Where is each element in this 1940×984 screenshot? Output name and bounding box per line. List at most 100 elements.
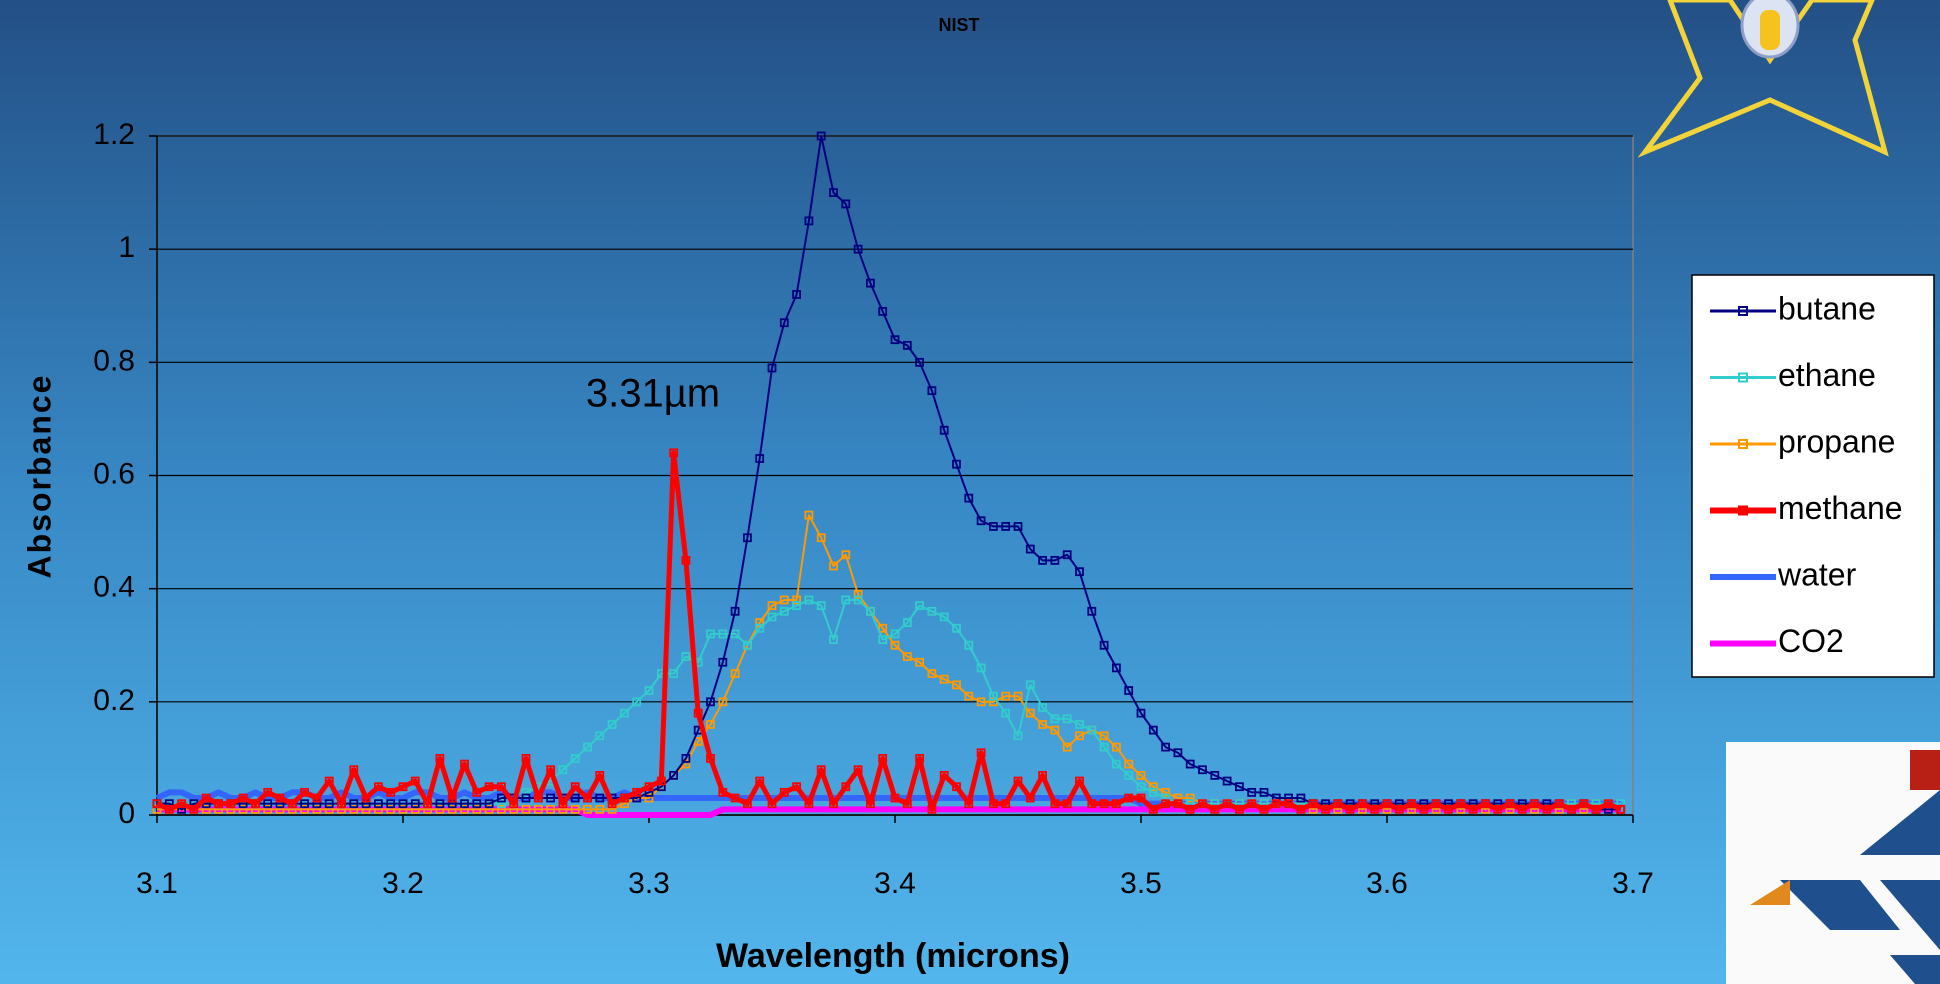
marker — [386, 787, 396, 797]
marker — [312, 804, 322, 814]
marker — [1567, 804, 1576, 814]
marker — [804, 799, 814, 809]
marker — [1148, 782, 1158, 792]
marker — [755, 776, 765, 786]
marker — [152, 799, 162, 809]
x-tick-label: 3.5 — [1120, 867, 1162, 900]
marker — [730, 669, 740, 678]
marker — [952, 459, 961, 469]
y-tick-label: 0 — [118, 797, 135, 830]
marker — [1235, 782, 1244, 792]
marker — [706, 629, 715, 639]
marker — [878, 635, 888, 644]
marker — [1431, 799, 1441, 809]
marker — [693, 737, 703, 746]
marker — [1136, 782, 1146, 792]
chart-title: NIST — [938, 15, 979, 35]
marker — [263, 799, 273, 809]
y-tick-label: 0.4 — [93, 571, 135, 604]
marker — [410, 799, 420, 809]
marker — [1444, 804, 1453, 814]
marker — [1284, 799, 1293, 809]
marker — [595, 731, 605, 741]
marker — [1222, 776, 1232, 786]
marker — [1505, 799, 1515, 809]
marker — [1001, 708, 1011, 718]
marker — [201, 793, 211, 803]
x-tick-label: 3.1 — [136, 867, 178, 900]
marker — [1136, 708, 1146, 718]
marker — [300, 787, 310, 797]
marker — [570, 782, 580, 792]
marker — [927, 804, 937, 814]
marker — [853, 244, 863, 254]
marker — [583, 793, 592, 803]
legend-box — [1691, 274, 1935, 678]
marker — [1013, 776, 1023, 786]
marker — [890, 629, 900, 639]
marker — [976, 516, 986, 526]
marker — [1062, 550, 1072, 560]
marker — [300, 804, 310, 814]
marker — [361, 793, 371, 803]
marker — [1075, 731, 1084, 741]
marker — [1345, 804, 1355, 814]
marker — [558, 765, 568, 775]
marker — [324, 799, 334, 809]
marker — [620, 793, 629, 803]
marker — [989, 522, 998, 531]
marker — [386, 804, 396, 814]
marker — [1456, 799, 1466, 809]
marker — [312, 793, 322, 803]
marker — [902, 652, 912, 661]
marker — [841, 595, 851, 605]
marker — [1173, 799, 1183, 809]
x-tick-label: 3.4 — [874, 867, 916, 900]
marker — [1185, 759, 1195, 769]
marker — [964, 493, 974, 503]
marker — [1493, 804, 1503, 814]
marker — [472, 804, 482, 814]
marker — [1025, 680, 1035, 690]
marker — [521, 787, 531, 797]
marker — [1050, 799, 1060, 809]
marker — [1013, 522, 1023, 531]
marker — [706, 754, 715, 763]
marker — [767, 799, 777, 809]
y-tick-label: 1.2 — [93, 118, 135, 151]
x-tick-label: 3.7 — [1612, 867, 1654, 900]
y-axis-title: Absorbance — [21, 374, 57, 579]
marker — [644, 793, 654, 803]
marker — [263, 787, 273, 797]
marker — [952, 680, 961, 690]
marker — [373, 782, 383, 792]
marker — [570, 804, 580, 814]
marker — [275, 793, 285, 803]
marker — [472, 787, 482, 797]
marker — [1124, 770, 1134, 780]
x-tick-label: 3.2 — [382, 867, 424, 900]
marker — [804, 216, 814, 226]
marker — [595, 804, 605, 814]
marker — [964, 799, 974, 809]
marker — [238, 804, 248, 814]
marker — [829, 635, 838, 644]
marker — [632, 697, 642, 707]
marker — [1517, 804, 1527, 814]
marker — [1038, 703, 1047, 712]
marker — [460, 759, 469, 769]
marker — [743, 640, 752, 650]
marker — [1038, 720, 1047, 729]
marker — [287, 799, 297, 809]
marker — [189, 804, 199, 814]
marker — [435, 804, 445, 814]
marker — [533, 804, 543, 814]
marker — [829, 799, 838, 809]
marker — [890, 640, 900, 650]
marker — [1148, 804, 1158, 814]
marker — [1210, 770, 1220, 780]
marker — [1001, 799, 1011, 809]
legend-label: butane — [1778, 290, 1876, 326]
marker — [226, 799, 236, 809]
